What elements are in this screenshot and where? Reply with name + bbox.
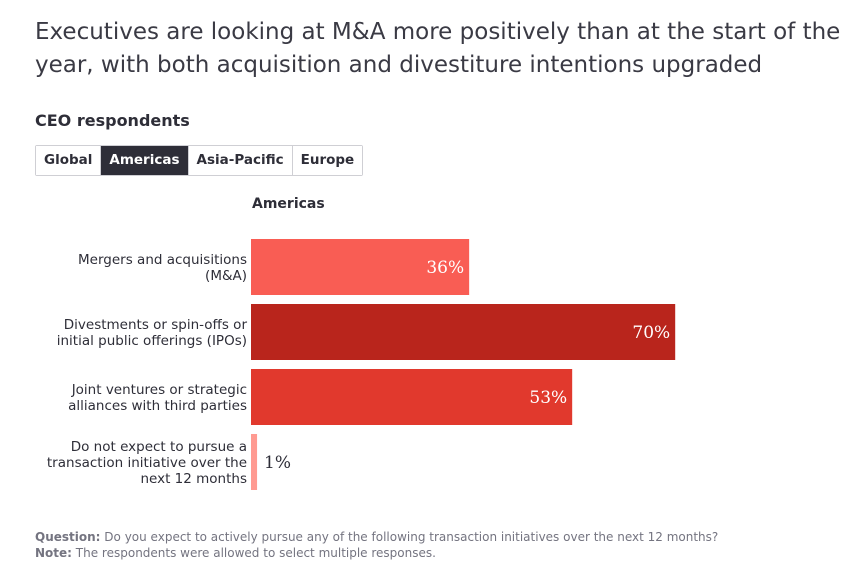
tab-americas[interactable]: Americas (101, 146, 189, 175)
question-label: Question: (35, 530, 101, 544)
category-label-3: Do not expect to pursue a transaction ini… (47, 439, 247, 487)
tab-europe[interactable]: Europe (292, 146, 363, 175)
value-label-2: 53% (529, 388, 567, 408)
note-line: Note: The respondents were allowed to se… (35, 545, 718, 561)
footnote: Question: Do you expect to actively purs… (35, 529, 718, 561)
chart-title: Americas (252, 196, 325, 212)
tab-global[interactable]: Global (36, 146, 102, 175)
value-label-3: 1% (264, 453, 291, 473)
category-label-0: Mergers and acquisitions (M&A) (78, 252, 247, 284)
tab-asia-pacific[interactable]: Asia-Pacific (188, 146, 293, 175)
page-title: Executives are looking at M&A more posit… (35, 19, 841, 78)
question-line: Question: Do you expect to actively purs… (35, 529, 718, 545)
bar-chart: 36% Mergers and acquisitions (M&A) 70% Dives… (47, 239, 676, 490)
chart-subtitle: CEO respondents (35, 111, 190, 130)
note-label: Note: (35, 546, 72, 560)
region-tabs: Global Americas Asia-Pacific Europe (35, 145, 364, 176)
question-text: Do you expect to actively pursue any of … (104, 530, 719, 544)
category-label-1: Divestments or spin-offs or initial publi… (57, 317, 248, 349)
bar-2[interactable] (251, 369, 573, 425)
note-text: The respondents were allowed to select m… (75, 546, 436, 560)
bar-1[interactable] (251, 304, 676, 360)
bar-3[interactable] (251, 434, 258, 490)
value-label-0: 36% (426, 258, 464, 278)
category-label-2: Joint ventures or strategic alliances wit… (68, 382, 247, 414)
value-label-1: 70% (632, 323, 670, 343)
bar-0[interactable] (251, 239, 470, 295)
